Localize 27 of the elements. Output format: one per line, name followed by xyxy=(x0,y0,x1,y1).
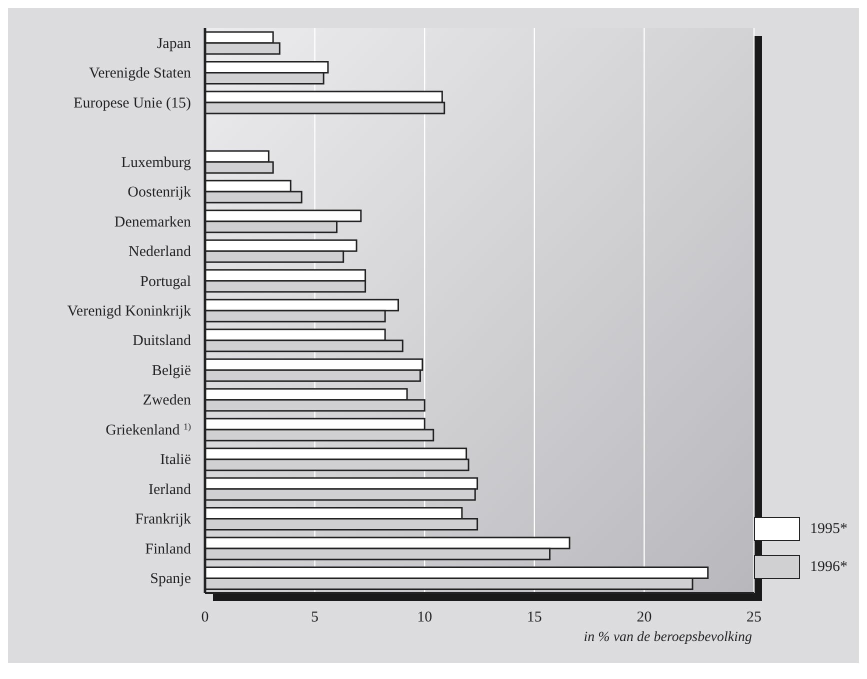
y-tick-label: Verenigd Koninkrijk xyxy=(67,304,192,320)
y-tick-label: Verenigde Staten xyxy=(88,66,192,82)
y-tick-label: Japan xyxy=(156,36,192,52)
legend-label: 1995* xyxy=(810,520,848,538)
x-tick-label: 10 xyxy=(417,610,432,626)
x-tick-label: 25 xyxy=(746,610,762,626)
x-tick-label: 20 xyxy=(636,610,652,626)
legend-label: 1996* xyxy=(810,558,848,576)
y-tick-label: Denemarken xyxy=(114,214,192,230)
y-tick-label: Spanje xyxy=(150,571,192,588)
x-tick-label: 0 xyxy=(201,610,209,626)
y-tick-label: Italië xyxy=(160,452,192,468)
y-tick-label: Ierland xyxy=(148,482,192,498)
x-axis-title: in % van de beroepsbevolking xyxy=(584,630,752,645)
y-tick-label: Portugal xyxy=(140,274,191,290)
y-tick-label: Zweden xyxy=(142,392,192,409)
y-tick-label: Frankrijk xyxy=(135,512,192,528)
y-tick-label: Nederland xyxy=(128,244,192,260)
y-tick-label: Europese Unie (15) xyxy=(74,95,191,112)
y-tick-label: Duitsland xyxy=(132,333,192,350)
x-tick-label: 15 xyxy=(526,610,542,626)
y-tick-label: Oostenrijk xyxy=(128,184,192,201)
y-tick-label: Luxemburg xyxy=(121,154,192,171)
y-tick-label: Griekenland $^{1)}$ xyxy=(106,421,191,438)
y-tick-label: Finland xyxy=(145,541,192,558)
x-tick-label: 5 xyxy=(311,610,319,626)
y-tick-label: België xyxy=(152,362,192,379)
